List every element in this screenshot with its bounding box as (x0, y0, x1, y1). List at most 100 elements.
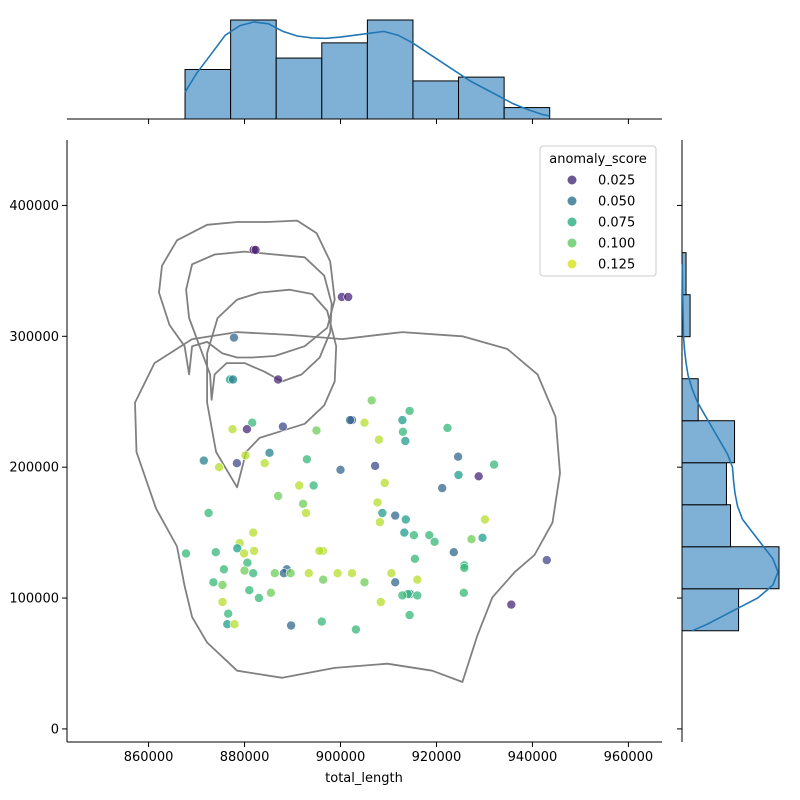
scatter-point-85 (208, 577, 219, 588)
x-tick-label-1: 860000 (124, 750, 174, 765)
scatter-point-74 (248, 568, 258, 579)
scatter-point-57 (477, 532, 488, 543)
scatter-point-20 (398, 426, 408, 437)
legend-label-4: 0.100 (598, 237, 635, 252)
scatter-point-34 (489, 459, 499, 470)
scatter-point-35 (453, 470, 464, 480)
scatter-point-63 (211, 547, 221, 558)
joint-scatter-area: 860000 880000 900000 920000 940000 960000 0 100… (9, 140, 662, 765)
y-tick-label-3: 200000 (9, 461, 59, 476)
legend-marker-3 (567, 217, 577, 227)
legend-marker-4 (567, 238, 577, 248)
scatter-point-68 (541, 555, 552, 565)
top-hist-bar-6 (412, 80, 460, 120)
scatter-point-54 (424, 530, 435, 541)
scatter-point-30 (232, 458, 242, 469)
scatter-point-65 (314, 546, 325, 556)
scatter-point-21 (359, 417, 370, 428)
x-tick-label-4: 920000 (412, 750, 462, 765)
top-hist-bar-7 (458, 76, 505, 120)
scatter-point-96 (254, 593, 264, 603)
scatter-point-97 (217, 597, 228, 607)
scatter-point-39 (308, 480, 319, 491)
scatter-point-10 (404, 406, 415, 416)
top-hist-bar-2 (230, 19, 277, 120)
right-hist-bar-6 (681, 378, 699, 422)
scatter-point-33 (370, 461, 380, 471)
top-hist-bar-8 (503, 107, 551, 120)
top-hist-bar-3 (275, 57, 323, 120)
x-tick-label-3: 900000 (316, 750, 366, 765)
scatter-point-72 (219, 564, 229, 575)
scatter-point-101 (404, 610, 415, 620)
scatter-point-27 (302, 454, 312, 465)
right-hist-bar-3 (681, 504, 731, 548)
scatter-point-67 (410, 553, 420, 564)
right-hist-bar-1 (681, 588, 740, 632)
scatter-point-86 (359, 577, 370, 588)
scatter-point-40 (437, 483, 448, 493)
legend-marker-5 (567, 259, 577, 269)
scatter-point-26 (453, 451, 463, 462)
scatter-point-95 (458, 587, 469, 598)
scatter-point-98 (375, 597, 386, 607)
kde-contour-3 (206, 288, 338, 489)
scatter-point-61 (249, 546, 259, 556)
right-kde-line (681, 264, 779, 632)
scatter-point-24 (264, 447, 275, 458)
scatter-point-79 (303, 568, 314, 579)
scatter-point-71 (459, 563, 470, 573)
kde-contour-2 (185, 250, 333, 401)
scatter-point-90 (266, 587, 276, 598)
top-hist-bar-5 (366, 19, 414, 120)
scatter-point-17 (227, 424, 238, 435)
legend-marker-2 (567, 196, 577, 206)
scatter-point-23 (400, 436, 411, 446)
scatter-point-47 (390, 510, 401, 521)
scatter-point-50 (400, 514, 411, 525)
right-marginal-histogram (677, 140, 780, 742)
scatter-point-81 (332, 568, 343, 579)
scatter-point-36 (473, 471, 484, 482)
scatter-point-46 (377, 508, 388, 518)
y-tick-label-4: 300000 (9, 330, 59, 345)
legend-label-3: 0.075 (598, 216, 635, 231)
scatter-point-51 (248, 527, 258, 538)
scatter-point-31 (214, 462, 224, 473)
scatter-point-53 (409, 530, 419, 541)
scatter-point-60 (239, 548, 249, 559)
scatter-point-14 (397, 415, 408, 425)
scatter-point-37 (379, 478, 390, 488)
scatter-point-59 (232, 543, 243, 554)
scatter-point-38 (294, 480, 305, 491)
scatter-point-66 (448, 547, 459, 558)
scatter-point-41 (273, 491, 283, 501)
scatter-point-49 (375, 517, 385, 527)
scatter-point-84 (412, 574, 423, 585)
scatter-point-22 (374, 434, 384, 445)
scatter-point-19 (442, 423, 453, 433)
legend-title: anomaly_score (549, 152, 647, 167)
right-hist-bar-4 (681, 462, 727, 506)
right-hist-bar-2 (681, 546, 780, 590)
legend-label-1: 0.025 (598, 174, 635, 189)
x-tick-label-5: 940000 (508, 750, 558, 765)
kde-contour-4 (134, 331, 561, 683)
scatter-point-94 (397, 590, 408, 601)
scatter-point-87 (390, 577, 401, 588)
scatter-point-52 (399, 527, 410, 538)
scatter-point-106 (351, 624, 361, 635)
scatter-point-62 (181, 548, 191, 559)
x-tick-label-6: 960000 (604, 750, 654, 765)
scatter-point-88 (217, 580, 228, 590)
legend-label-2: 0.050 (598, 195, 635, 210)
scatter-point-80 (318, 574, 329, 585)
scatter-point-45 (301, 508, 311, 518)
scatter-point-11 (247, 417, 257, 428)
legend-label-5: 0.125 (598, 258, 635, 273)
scatter-point-8 (273, 374, 283, 385)
y-tick-label-2: 100000 (9, 592, 59, 607)
legend: anomaly_score 0.025 0.050 0.075 0.100 0.125 (539, 145, 657, 277)
scatter-point-99 (506, 599, 517, 610)
scatter-point-89 (244, 585, 255, 596)
